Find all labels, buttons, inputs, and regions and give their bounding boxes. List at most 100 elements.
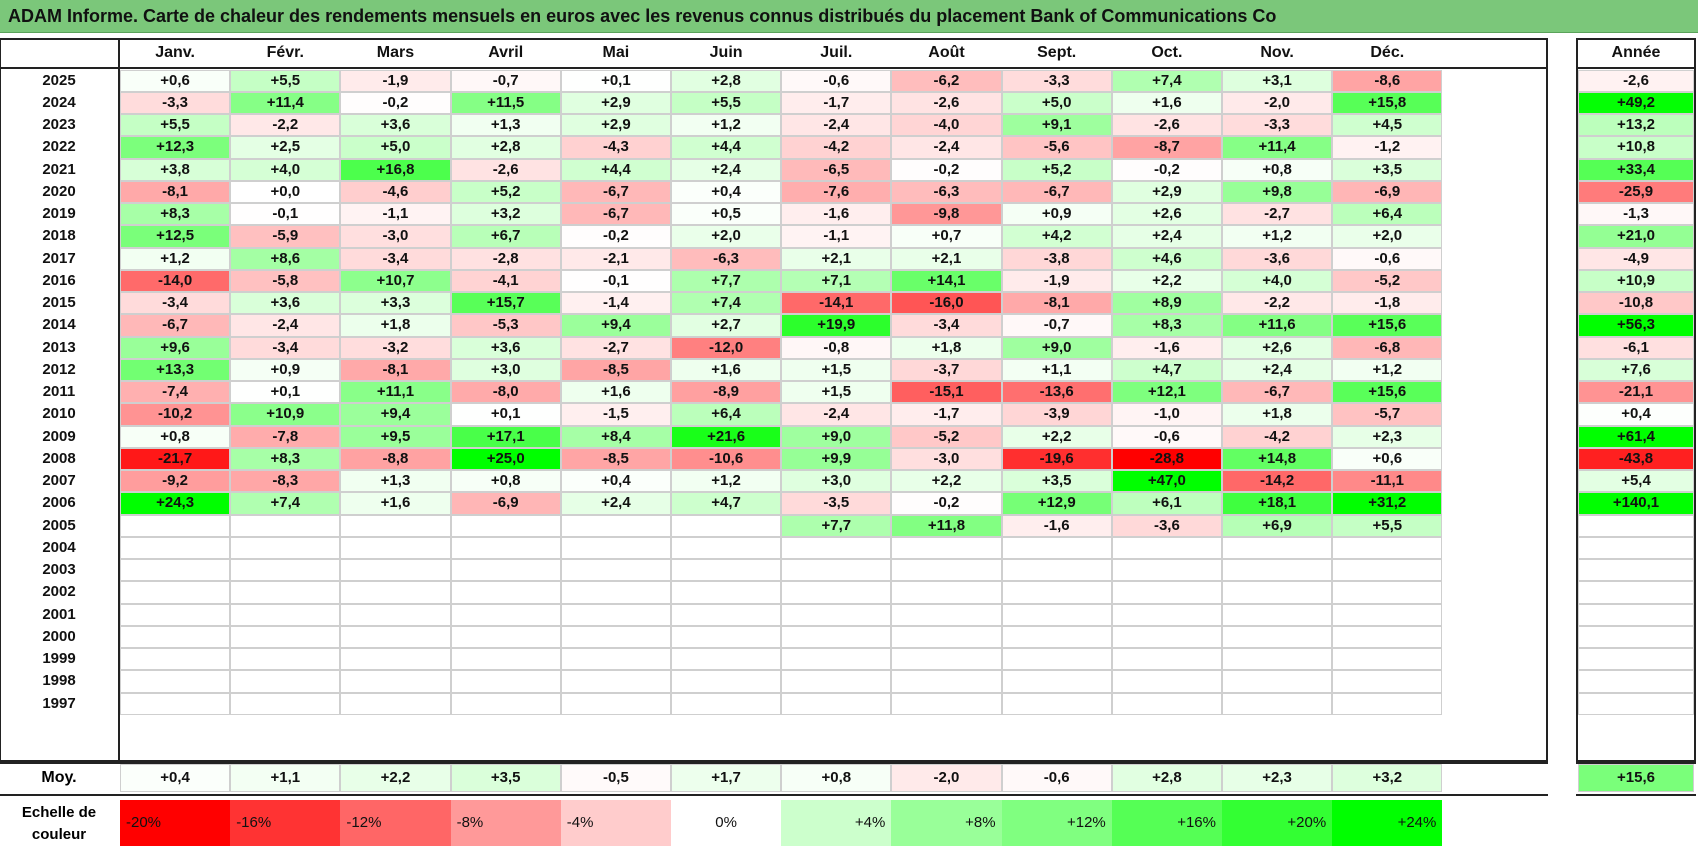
year-label: 2013 bbox=[42, 338, 76, 356]
heatmap-cell: +0,8 bbox=[1222, 158, 1333, 181]
heatmap-cell bbox=[671, 581, 782, 604]
heatmap-cell: +3,5 bbox=[1001, 470, 1112, 493]
heatmap-cell: +1,8 bbox=[340, 314, 451, 337]
heatmap-cell: -1,1 bbox=[781, 225, 892, 248]
chart-title: ADAM Informe. Carte de chaleur des rende… bbox=[0, 0, 1698, 33]
heatmap-cell: -8,1 bbox=[1001, 292, 1112, 315]
heatmap-cell: +6,4 bbox=[671, 403, 782, 426]
annual-column-header: Année bbox=[1611, 44, 1661, 61]
heatmap-cell bbox=[1222, 536, 1333, 559]
heatmap-cell bbox=[560, 581, 671, 604]
heatmap-cell: -6,5 bbox=[781, 158, 892, 181]
heatmap-cell bbox=[891, 559, 1002, 582]
heatmap-cell: -11,1 bbox=[1332, 470, 1443, 493]
heatmap-cell: -3,7 bbox=[891, 358, 1002, 381]
heatmap-cell: +1,2 bbox=[1332, 358, 1443, 381]
heatmap-cell bbox=[781, 625, 892, 648]
heatmap-cell: -3,6 bbox=[1111, 514, 1222, 537]
year-label: 1997 bbox=[42, 694, 76, 712]
heatmap-cell: -4,2 bbox=[781, 136, 892, 159]
year-label: 2003 bbox=[42, 561, 76, 578]
heatmap-cell: +9,0 bbox=[1001, 336, 1112, 359]
heatmap-cell: +1,3 bbox=[340, 470, 451, 493]
annual-cell: +61,4 bbox=[1578, 425, 1694, 448]
heatmap-cell: -1,7 bbox=[781, 91, 892, 114]
annual-cell bbox=[1578, 625, 1694, 648]
heatmap-cell: -8,3 bbox=[230, 470, 341, 493]
heatmap-cell: +0,8 bbox=[450, 470, 561, 493]
heatmap-cell: +2,4 bbox=[1111, 225, 1222, 248]
heatmap-cell bbox=[450, 536, 561, 559]
heatmap-cell bbox=[1222, 625, 1333, 648]
heatmap-cell bbox=[450, 625, 561, 648]
heatmap-cell bbox=[891, 670, 1002, 693]
heatmap-cell bbox=[1222, 692, 1333, 715]
color-scale-swatch: +24% bbox=[1332, 800, 1443, 846]
heatmap-cell: -1,6 bbox=[781, 203, 892, 226]
heatmap-cell: +1,2 bbox=[120, 247, 231, 270]
annual-cell bbox=[1578, 514, 1694, 537]
heatmap-cell: +9,9 bbox=[781, 447, 892, 470]
column-header: Août bbox=[928, 44, 965, 61]
heatmap-cell: -0,7 bbox=[1001, 314, 1112, 337]
heatmap-cell: +10,9 bbox=[230, 403, 341, 426]
year-label: 2012 bbox=[42, 360, 76, 378]
heatmap-cell bbox=[340, 536, 451, 559]
year-label: 2004 bbox=[42, 538, 76, 556]
annual-cell: +10,9 bbox=[1578, 269, 1694, 292]
heatmap-cell: +1,6 bbox=[560, 381, 671, 404]
heatmap-cell: -5,2 bbox=[891, 425, 1002, 448]
heatmap-cell: -7,8 bbox=[230, 425, 341, 448]
annual-cell: -1,3 bbox=[1578, 203, 1694, 226]
color-scale-swatch: +8% bbox=[891, 800, 1002, 846]
heatmap-cell: -3,4 bbox=[120, 292, 231, 315]
heatmap-cell: -1,8 bbox=[1332, 292, 1443, 315]
heatmap-cell bbox=[1222, 581, 1333, 604]
year-label: 2021 bbox=[42, 160, 76, 178]
heatmap-cell: +47,0 bbox=[1111, 470, 1222, 493]
heatmap-cell: +2,9 bbox=[560, 91, 671, 114]
heatmap-cell: +0,9 bbox=[230, 358, 341, 381]
heatmap-cell: -7,4 bbox=[120, 381, 231, 404]
heatmap-cell: -8,1 bbox=[340, 358, 451, 381]
heatmap-cell: +4,6 bbox=[1111, 247, 1222, 270]
heatmap-cell: -14,1 bbox=[781, 292, 892, 315]
heatmap-cell: -3,4 bbox=[340, 247, 451, 270]
heatmap-cell: +15,8 bbox=[1332, 91, 1443, 114]
color-scale-swatch: 0% bbox=[671, 800, 782, 846]
heatmap-cell bbox=[120, 559, 231, 582]
heatmap-cell: -6,9 bbox=[450, 492, 561, 515]
heatmap-cell bbox=[1332, 581, 1443, 604]
annual-cell: -2,6 bbox=[1578, 69, 1694, 92]
color-scale-swatch: -8% bbox=[450, 800, 561, 846]
heatmap-cell: +6,7 bbox=[450, 225, 561, 248]
heatmap-cell: +11,5 bbox=[450, 91, 561, 114]
heatmap-cell: -8,0 bbox=[450, 381, 561, 404]
heatmap-cell bbox=[671, 692, 782, 715]
color-scale-swatch: +20% bbox=[1222, 800, 1333, 846]
year-label: 2019 bbox=[42, 205, 76, 222]
heatmap-cell bbox=[891, 581, 1002, 604]
heatmap-cell: -3,2 bbox=[340, 336, 451, 359]
heatmap-cell: -3,6 bbox=[1222, 247, 1333, 270]
average-annual-cell: +15,6 bbox=[1578, 764, 1694, 792]
annual-cell: -21,1 bbox=[1578, 381, 1694, 404]
heatmap-cell bbox=[1332, 670, 1443, 693]
heatmap-cell: +1,8 bbox=[891, 336, 1002, 359]
annual-cell: -6,1 bbox=[1578, 336, 1694, 359]
heatmap-cell: +7,7 bbox=[671, 269, 782, 292]
heatmap-cell bbox=[230, 514, 341, 537]
heatmap-cell: -2,2 bbox=[1222, 292, 1333, 315]
heatmap-cell bbox=[891, 692, 1002, 715]
heatmap-cell bbox=[230, 648, 341, 671]
heatmap-cell: -4,1 bbox=[450, 269, 561, 292]
heatmap-cell: +9,6 bbox=[120, 336, 231, 359]
heatmap-cell bbox=[450, 514, 561, 537]
heatmap-cell: +1,6 bbox=[340, 492, 451, 515]
heatmap-cell bbox=[1111, 559, 1222, 582]
heatmap-cell bbox=[1111, 603, 1222, 626]
heatmap-cell: -2,1 bbox=[560, 247, 671, 270]
heatmap-cell: +1,6 bbox=[671, 358, 782, 381]
heatmap-cell: +6,4 bbox=[1332, 203, 1443, 226]
heatmap-cell bbox=[1222, 670, 1333, 693]
